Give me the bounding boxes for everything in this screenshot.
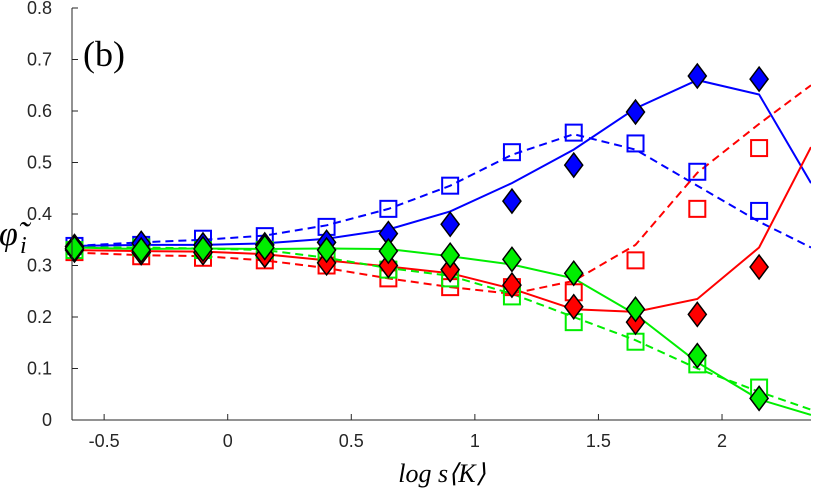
blue-diamond-marker: [563, 151, 584, 179]
blue-square-marker: [750, 201, 769, 220]
green-diamond-marker: [193, 235, 213, 263]
blue-square-marker: [502, 143, 521, 162]
y-tick-label: 0.8: [27, 0, 52, 18]
tick-label-layer: 0 0.1 0.2 0.3 0.4 0.5 0.6 0.7 0.8 -0.5 0 0.5 1 1.5 2: [27, 0, 727, 451]
red-square-marker: [626, 251, 645, 270]
green-diamond-marker: [625, 296, 646, 323]
blue-square-marker: [626, 134, 645, 153]
red-diamond-marker: [440, 256, 461, 283]
red-diamond-marker: [687, 301, 708, 328]
y-tick-label: 0: [42, 410, 52, 430]
blue-square-marker: [564, 123, 583, 142]
green-diamond-marker: [749, 385, 770, 412]
y-tick-label: 0.2: [27, 307, 52, 327]
x-axis-label: log s⟨K⟩: [398, 459, 485, 488]
green-diamond-marker: [502, 246, 522, 273]
red-diamond-marker: [749, 253, 770, 281]
axes-layer: [71, 7, 811, 421]
blue-diamond-marker: [502, 187, 522, 215]
x-tick-label: -0.5: [89, 431, 120, 451]
y-tick-label: 0.5: [27, 153, 52, 173]
blue-diamond-marker: [625, 98, 646, 126]
y-tick-label: 0.1: [27, 359, 52, 379]
green-diamond-marker: [687, 342, 708, 369]
blue-diamond-marker: [440, 211, 461, 238]
blue-square-marker: [379, 199, 398, 218]
green-diamond-marker: [64, 235, 85, 262]
red-square-marker: [688, 199, 707, 218]
blue-diamond-marker: [687, 62, 708, 90]
x-tick-label: 0: [223, 431, 233, 451]
blue-square-marker: [688, 162, 707, 181]
red-diamond-marker: [502, 271, 522, 299]
panel-label: (b): [83, 34, 125, 74]
blue-diamond-marker: [749, 65, 770, 93]
green-diamond-marker: [131, 236, 152, 264]
x-tick-label: 0.5: [339, 431, 364, 451]
x-tick-label: 1.5: [586, 431, 611, 451]
y-tick-label: 0.4: [27, 204, 52, 224]
green-diamond-marker: [440, 241, 461, 269]
green-diamond-marker: [316, 236, 337, 264]
red-square-marker: [750, 139, 769, 158]
y-tick-label: 0.3: [27, 256, 52, 276]
green-diamond-marker: [254, 234, 275, 261]
y-tick-label: 0.7: [27, 50, 52, 70]
y-axis-label-subscript: i: [20, 233, 27, 259]
red-diamond-marker: [378, 252, 399, 279]
blue-square-marker: [441, 176, 460, 195]
blue-dashed-line: [74, 133, 811, 249]
marker-layer: [64, 62, 770, 412]
series-layer: [74, 79, 811, 416]
green-diamond-marker: [563, 259, 584, 287]
red-diamond-marker: [563, 293, 584, 320]
y-tick-label: 0.6: [27, 101, 52, 121]
x-tick-label: 1: [470, 431, 480, 451]
green-diamond-marker: [378, 237, 399, 265]
x-tick-label: 2: [717, 431, 727, 451]
